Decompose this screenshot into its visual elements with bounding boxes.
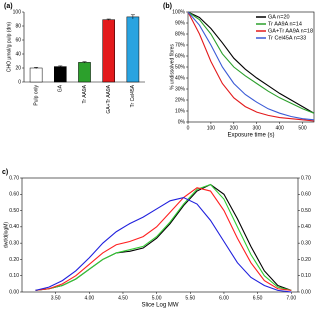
x-tick-label: 4.50 <box>118 295 128 301</box>
x-tick-label: 400 <box>275 125 284 131</box>
y-tick-label: 0.00 <box>9 289 19 295</box>
y-tick-label: 40% <box>175 75 186 81</box>
bar <box>102 19 116 83</box>
y-tick-label: 30% <box>175 86 186 92</box>
y-tick-label: 90% <box>175 20 186 26</box>
panel-label: (a) <box>4 3 13 10</box>
y2-tick-label: 0.40 <box>301 224 311 230</box>
x-tick-label: 6.00 <box>219 295 229 301</box>
y-tick-label: 40 <box>15 51 21 57</box>
legend-label: GA+Tr AA9A n=18 <box>268 28 313 34</box>
x-tick-label: GA <box>58 84 64 92</box>
x-tick-label: GA+Tr AA9A <box>106 84 112 113</box>
y-tick-label: 50% <box>175 64 186 70</box>
y-tick-label: 0.20 <box>9 257 19 263</box>
x-tick-label: 6.50 <box>253 295 263 301</box>
y-tick-label: 100% <box>172 9 185 15</box>
series-line <box>35 196 292 293</box>
x-axis-label: Exposure time (s) <box>227 133 274 139</box>
y-tick-label: 100 <box>13 9 22 15</box>
x-tick-label: Tr AA9A <box>82 84 88 103</box>
error-bar <box>106 18 111 21</box>
series-line <box>35 183 292 291</box>
panel-label: (b) <box>163 3 172 10</box>
y-tick-label: 0 <box>18 79 21 85</box>
x-tick-label: 200 <box>230 125 239 131</box>
y-axis-label: dwt/d(logM) <box>3 222 9 248</box>
series-line <box>187 11 315 122</box>
x-tick-label: Pulp only <box>33 85 39 106</box>
y-tick-label: 60% <box>175 53 186 59</box>
x-tick-label: 4.00 <box>84 295 94 301</box>
x-tick-label: 3.50 <box>51 295 61 301</box>
series-line <box>187 11 315 114</box>
y-tick-label: 0.50 <box>9 208 19 214</box>
series-line <box>35 183 292 291</box>
y2-tick-label: 0.10 <box>301 273 311 279</box>
error-bar <box>34 67 39 69</box>
legend-label: Tr Cel45A n=33 <box>268 35 306 41</box>
x-tick-label: 7.00 <box>286 295 296 301</box>
y-tick-label: 0.60 <box>9 192 19 198</box>
y-tick-label: 10% <box>175 108 186 114</box>
y-tick-label: 0.40 <box>9 224 19 230</box>
y2-tick-label: 0.00 <box>301 289 311 295</box>
y-tick-label: 20% <box>175 97 186 103</box>
y2-tick-label: 0.70 <box>301 175 311 181</box>
error-bar <box>130 14 135 19</box>
y-tick-label: 60 <box>15 37 21 43</box>
x-tick-label: 0 <box>187 125 190 131</box>
bar <box>78 62 91 83</box>
x-tick-label: 100 <box>207 125 216 131</box>
series-line <box>35 187 292 291</box>
series-line <box>187 11 315 114</box>
y-tick-label: 20 <box>15 65 21 71</box>
y2-tick-label: 0.20 <box>301 257 311 263</box>
y-tick-label: 70% <box>175 42 186 48</box>
y-axis-label: CHO µmol/g pulp (dm) <box>6 22 12 72</box>
y-tick-label: 80% <box>175 31 186 37</box>
error-bar <box>82 61 87 64</box>
error-bar <box>58 65 63 68</box>
bar <box>29 67 43 83</box>
x-tick-label: 5.00 <box>152 295 162 301</box>
y2-tick-label: 0.50 <box>301 208 311 214</box>
y-tick-label: 0.30 <box>9 240 19 246</box>
y2-tick-label: 0.30 <box>301 240 311 246</box>
x-tick-label: 5.50 <box>185 295 195 301</box>
y-axis-label: % undissolved fibres <box>169 44 175 90</box>
bar <box>126 16 140 83</box>
y-tick-label: 0.10 <box>9 273 19 279</box>
plot-frame <box>21 177 299 293</box>
series-line <box>187 11 315 121</box>
legend-label: GA n=20 <box>268 14 290 20</box>
panel-label: c) <box>2 169 8 176</box>
y-tick-label: 0% <box>178 119 186 125</box>
y-tick-label: 0.70 <box>9 175 19 181</box>
y-tick-label: 80 <box>15 23 21 29</box>
x-tick-label: Tr Cel45A <box>130 84 136 107</box>
legend-label: Tr AA9A n=14 <box>268 21 302 27</box>
x-axis-label: Slice Log MW <box>141 303 178 309</box>
bar <box>54 66 67 83</box>
y2-tick-label: 0.60 <box>301 192 311 198</box>
x-tick-label: 300 <box>253 125 262 131</box>
x-tick-label: 500 <box>298 125 307 131</box>
